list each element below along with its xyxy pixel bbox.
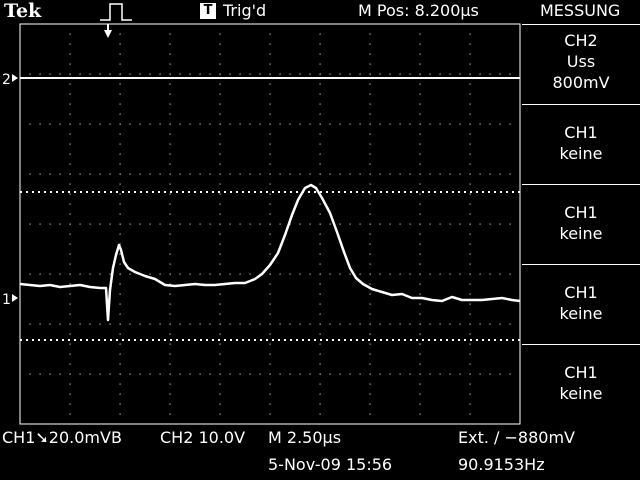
horizontal-position: M Pos: 8.200µs	[358, 1, 479, 20]
graticule-grid	[29, 33, 511, 415]
ch1-scale-readout: CH1➘20.0mVB	[2, 428, 122, 447]
svg-text:2: 2	[2, 72, 11, 88]
menu-button-type: keine	[559, 144, 603, 163]
pulse-trigger-icon	[100, 3, 132, 21]
menu-button-source: CH1	[564, 123, 598, 142]
menu-separator	[522, 104, 640, 105]
svg-text:1: 1	[2, 292, 11, 308]
frequency-readout: 90.9153Hz	[458, 455, 545, 474]
ch1-marker: 1	[2, 292, 18, 308]
ch2-scale-readout: CH2 10.0V	[160, 428, 246, 447]
menu-button-4[interactable]: CH1 keine	[522, 282, 640, 324]
trigger-status: Trig'd	[223, 1, 267, 20]
brand-logo: Tek	[4, 0, 42, 22]
date-time-readout: 5-Nov-09 15:56	[268, 455, 393, 474]
menu-button-type: keine	[559, 224, 603, 243]
menu-button-3[interactable]: CH1 keine	[522, 202, 640, 244]
menu-button-type: keine	[559, 384, 603, 403]
menu-title: MESSUNG	[540, 1, 621, 20]
menu-button-ch2-uss[interactable]: CH2 Uss 800mV	[522, 30, 640, 93]
trigger-status-icon: T	[200, 3, 216, 19]
timebase-readout: M 2.50µs	[268, 428, 342, 447]
menu-button-type: keine	[559, 304, 603, 323]
trigger-position-arrow	[104, 30, 112, 38]
ch1-trace	[19, 183, 521, 322]
trigger-readout: Ext. ∕ −880mV	[458, 428, 575, 447]
graticule-border	[19, 23, 521, 425]
menu-button-2[interactable]: CH1 keine	[522, 122, 640, 164]
menu-separator	[522, 344, 640, 345]
menu-button-source: CH1	[564, 203, 598, 222]
menu-button-type: Uss	[566, 52, 596, 71]
menu-separator	[522, 24, 640, 25]
ch2-marker: 2	[2, 72, 18, 88]
menu-separator	[522, 264, 640, 265]
menu-button-5[interactable]: CH1 keine	[522, 362, 640, 404]
menu-button-value: 800mV	[552, 73, 610, 92]
menu-button-source: CH1	[564, 363, 598, 382]
menu-separator	[522, 184, 640, 185]
menu-button-source: CH2	[564, 31, 598, 50]
menu-button-source: CH1	[564, 283, 598, 302]
